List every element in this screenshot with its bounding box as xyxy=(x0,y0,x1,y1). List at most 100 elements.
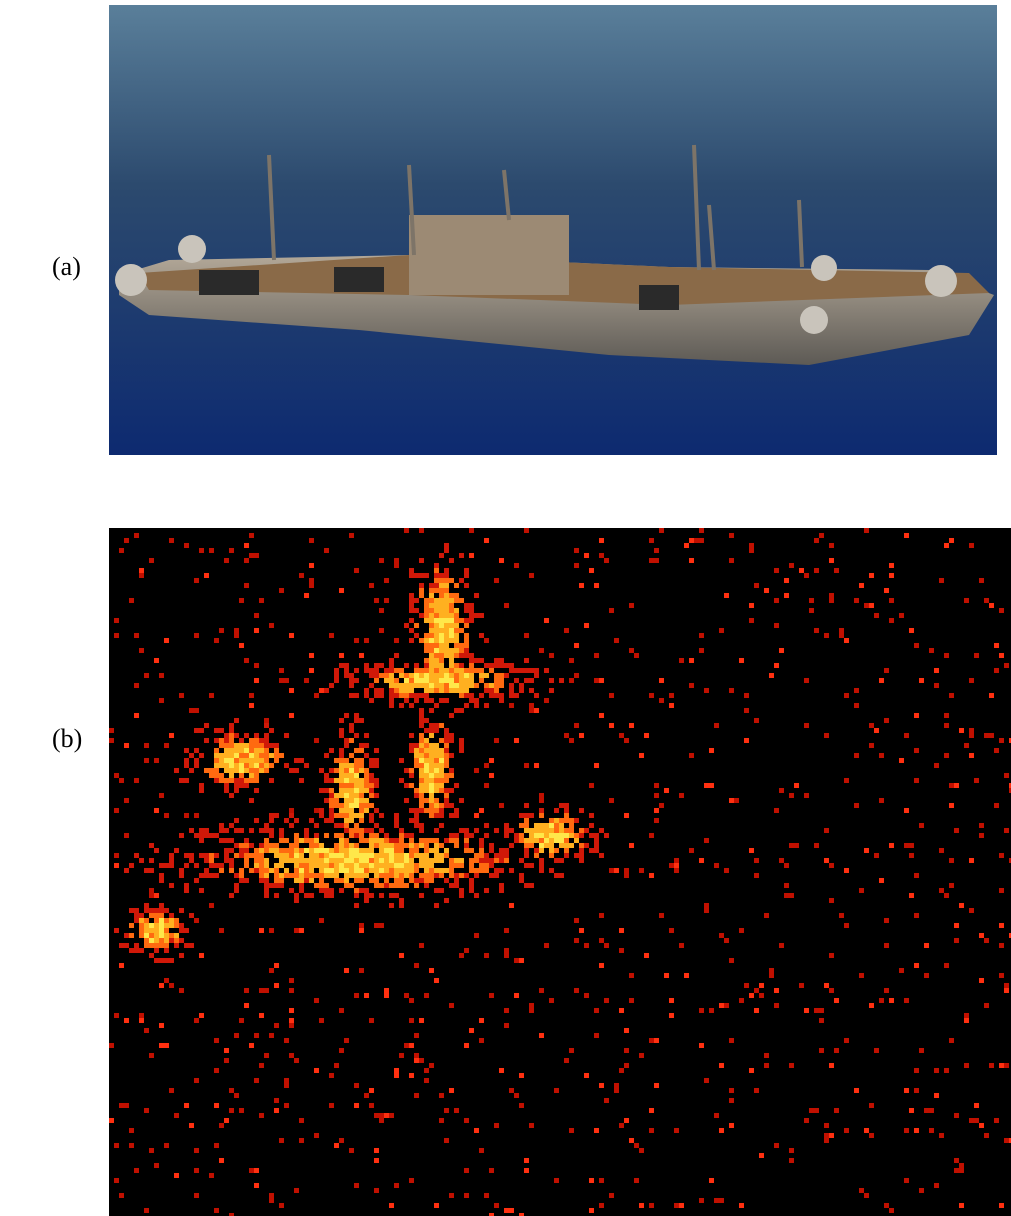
pixel xyxy=(664,973,669,978)
pixel xyxy=(219,838,224,843)
pixel xyxy=(459,688,464,693)
pixel xyxy=(349,678,354,683)
pixel xyxy=(509,868,514,873)
pixel xyxy=(439,698,444,703)
pixel xyxy=(429,803,434,808)
pixel xyxy=(424,878,429,883)
pixel xyxy=(949,883,954,888)
pixel xyxy=(539,988,544,993)
pixel xyxy=(489,683,494,688)
pixel xyxy=(119,1103,124,1108)
pixel xyxy=(299,1138,304,1143)
pixel xyxy=(904,998,909,1003)
pixel xyxy=(974,778,979,783)
pixel xyxy=(969,678,974,683)
pixel xyxy=(379,608,384,613)
pixel xyxy=(814,628,819,633)
pixel xyxy=(369,1088,374,1093)
pixel xyxy=(429,618,434,623)
pixel xyxy=(194,813,199,818)
pixel xyxy=(459,668,464,673)
pixel xyxy=(419,743,424,748)
pixel xyxy=(189,768,194,773)
pixel xyxy=(804,678,809,683)
pixel xyxy=(474,593,479,598)
pixel xyxy=(364,888,369,893)
pixel xyxy=(469,1028,474,1033)
pixel xyxy=(154,658,159,663)
pixel xyxy=(144,923,149,928)
pixel xyxy=(669,928,674,933)
pixel xyxy=(814,843,819,848)
pixel xyxy=(349,778,354,783)
pixel xyxy=(179,833,184,838)
pixel xyxy=(424,848,429,853)
pixel xyxy=(209,853,214,858)
pixel xyxy=(914,873,919,878)
pixel xyxy=(334,678,339,683)
pixel xyxy=(294,838,299,843)
pixel xyxy=(469,878,474,883)
pixel xyxy=(359,888,364,893)
pixel xyxy=(304,593,309,598)
pixel xyxy=(434,623,439,628)
pixel xyxy=(559,678,564,683)
pixel xyxy=(359,968,364,973)
pixel xyxy=(364,753,369,758)
pixel xyxy=(439,643,444,648)
pixel xyxy=(464,838,469,843)
pixel xyxy=(434,683,439,688)
pixel xyxy=(239,848,244,853)
pixel xyxy=(384,598,389,603)
pixel xyxy=(484,888,489,893)
pixel xyxy=(469,683,474,688)
pixel xyxy=(949,1038,954,1043)
pixel xyxy=(599,553,604,558)
pixel xyxy=(954,1168,959,1173)
pixel xyxy=(539,833,544,838)
pixel xyxy=(609,1193,614,1198)
pixel xyxy=(264,733,269,738)
pixel xyxy=(514,563,519,568)
pixel xyxy=(144,743,149,748)
pixel xyxy=(199,888,204,893)
pixel xyxy=(364,668,369,673)
pixel xyxy=(324,853,329,858)
pixel xyxy=(599,1203,604,1208)
pixel xyxy=(639,1203,644,1208)
pixel xyxy=(284,763,289,768)
pixel xyxy=(434,673,439,678)
pixel xyxy=(559,803,564,808)
pixel xyxy=(409,768,414,773)
pixel xyxy=(269,728,274,733)
pixel xyxy=(889,1208,894,1213)
pixel xyxy=(594,1033,599,1038)
pixel xyxy=(389,688,394,693)
pixel xyxy=(349,818,354,823)
pixel xyxy=(914,778,919,783)
pixel xyxy=(494,738,499,743)
pixel xyxy=(154,908,159,913)
pixel xyxy=(344,853,349,858)
pixel xyxy=(439,593,444,598)
pixel xyxy=(194,878,199,883)
pixel xyxy=(524,658,529,663)
pixel xyxy=(269,833,274,838)
pixel xyxy=(119,548,124,553)
pixel xyxy=(554,808,559,813)
pixel xyxy=(354,638,359,643)
pixel xyxy=(429,788,434,793)
pixel xyxy=(114,1013,119,1018)
pixel xyxy=(379,688,384,693)
pixel xyxy=(524,668,529,673)
pixel xyxy=(364,993,369,998)
pixel xyxy=(164,943,169,948)
pixel xyxy=(464,573,469,578)
pixel xyxy=(344,803,349,808)
pixel xyxy=(364,893,369,898)
pixel xyxy=(1009,1138,1011,1143)
pixel xyxy=(454,683,459,688)
pixel xyxy=(344,823,349,828)
pixel xyxy=(249,843,254,848)
pixel xyxy=(444,573,449,578)
